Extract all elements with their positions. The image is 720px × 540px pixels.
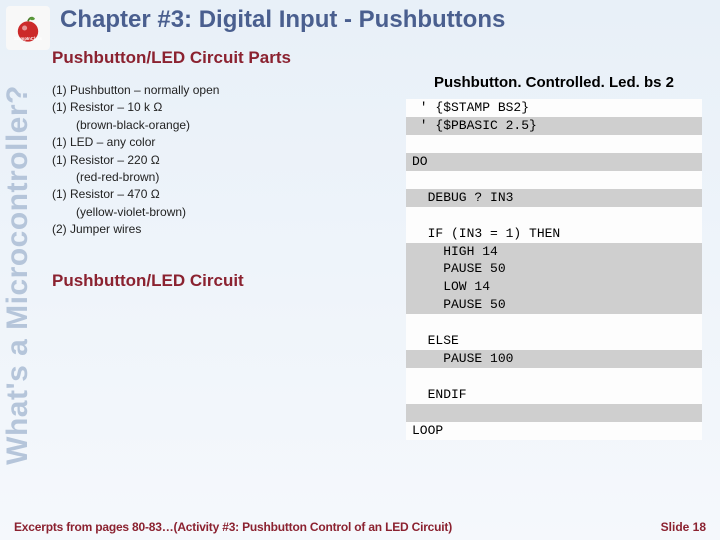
code-line: HIGH 14: [406, 243, 702, 261]
parts-heading: Pushbutton/LED Circuit Parts: [52, 48, 357, 68]
code-line: ' {$STAMP BS2}: [406, 99, 702, 117]
code-block: ' {$STAMP BS2} ' {$PBASIC 2.5} DO DEBUG …: [406, 99, 702, 440]
code-line: PAUSE 50: [406, 260, 702, 278]
logo-badge: StampInClass: [6, 6, 50, 50]
parts-list-item: (1) Resistor – 10 k Ω: [52, 99, 357, 116]
parts-list-item: (2) Jumper wires: [52, 221, 357, 238]
code-line: ELSE: [406, 332, 702, 350]
right-column: Pushbutton. Controlled. Led. bs 2 ' {$ST…: [406, 74, 702, 440]
parts-list-item: (1) Resistor – 470 Ω: [52, 186, 357, 203]
code-line: [406, 207, 702, 225]
code-line: ENDIF: [406, 386, 702, 404]
code-line: DO: [406, 153, 702, 171]
parts-list-item: (1) LED – any color: [52, 134, 357, 151]
code-line: PAUSE 50: [406, 296, 702, 314]
footer-excerpt: Excerpts from pages 80-83…(Activity #3: …: [14, 520, 452, 534]
chapter-title: Chapter #3: Digital Input - Pushbuttons: [60, 6, 710, 34]
code-line: LOOP: [406, 422, 702, 440]
parts-list-item: (yellow-violet-brown): [52, 204, 357, 221]
parts-list-item: (brown-black-orange): [52, 117, 357, 134]
code-line: IF (IN3 = 1) THEN: [406, 225, 702, 243]
parts-list-item: (red-red-brown): [52, 169, 357, 186]
code-line: [406, 171, 702, 189]
code-title: Pushbutton. Controlled. Led. bs 2: [406, 74, 702, 91]
vertical-sidebar-label: What's a Microcontroller?: [0, 50, 38, 500]
left-column: Pushbutton/LED Circuit Parts (1) Pushbut…: [52, 48, 357, 305]
circuit-heading: Pushbutton/LED Circuit: [52, 271, 357, 291]
code-line: PAUSE 100: [406, 350, 702, 368]
svg-text:StampInClass: StampInClass: [14, 36, 43, 41]
slide-content: Pushbutton/LED Circuit Parts (1) Pushbut…: [52, 48, 708, 510]
slide-footer: Excerpts from pages 80-83…(Activity #3: …: [0, 520, 720, 534]
code-line: [406, 404, 702, 422]
vertical-text: What's a Microcontroller?: [1, 85, 35, 465]
footer-slide-number: Slide 18: [661, 520, 706, 534]
parts-list-item: (1) Resistor – 220 Ω: [52, 152, 357, 169]
parts-list-item: (1) Pushbutton – normally open: [52, 82, 357, 99]
code-line: [406, 314, 702, 332]
code-line: [406, 135, 702, 153]
code-line: [406, 368, 702, 386]
apple-icon: StampInClass: [11, 11, 45, 45]
code-line: DEBUG ? IN3: [406, 189, 702, 207]
parts-list: (1) Pushbutton – normally open(1) Resist…: [52, 82, 357, 239]
code-line: ' {$PBASIC 2.5}: [406, 117, 702, 135]
code-line: LOW 14: [406, 278, 702, 296]
